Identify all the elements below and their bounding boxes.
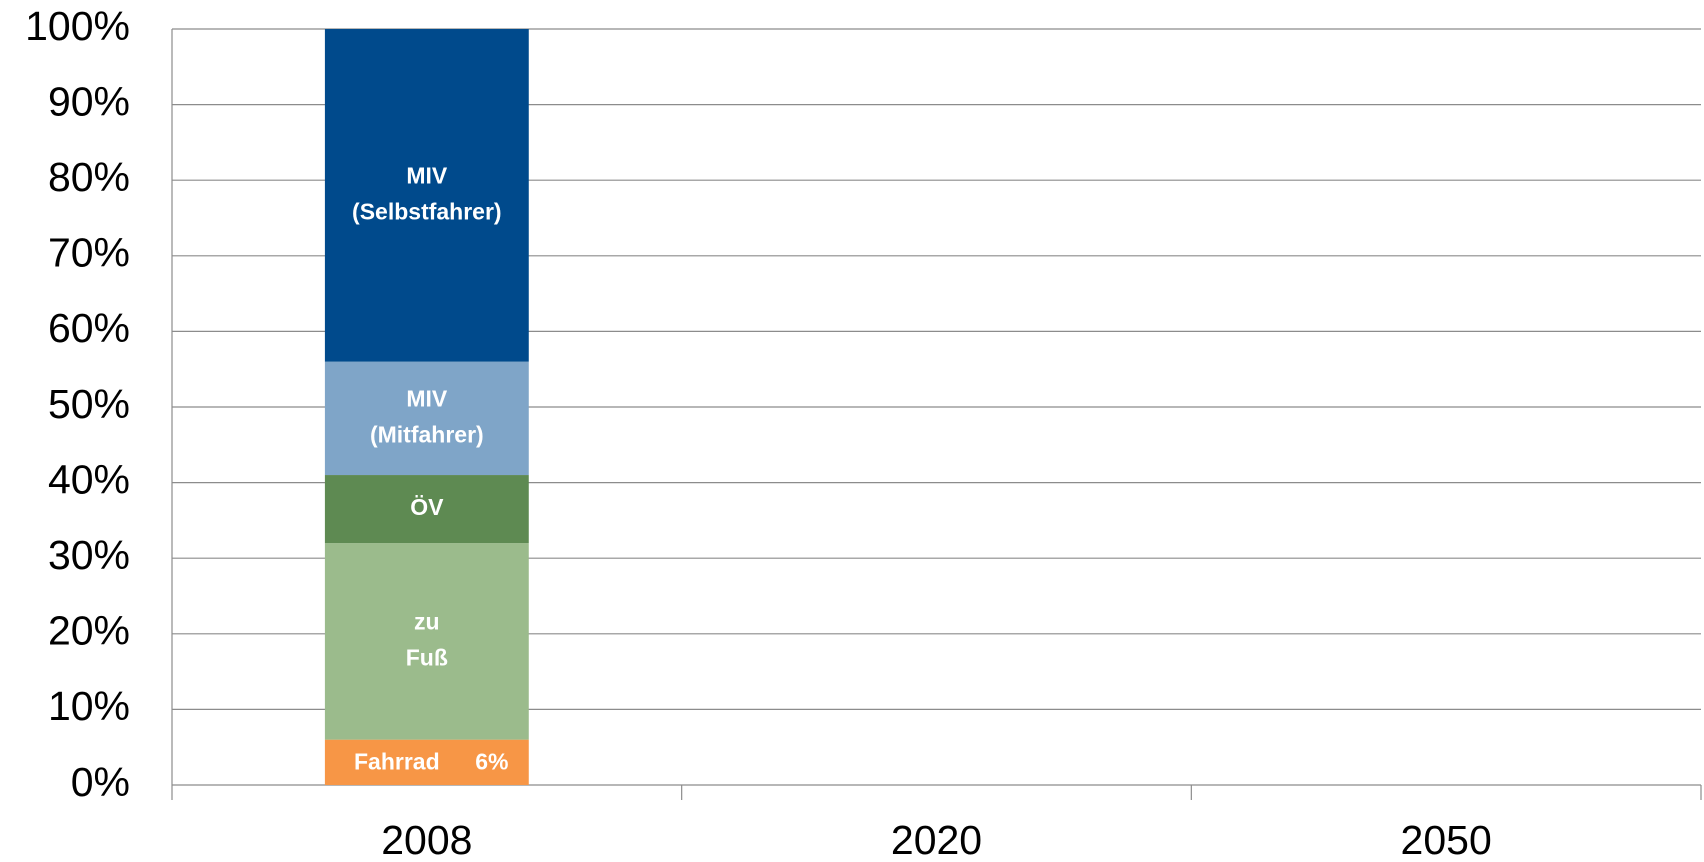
y-tick-label: 40%	[48, 456, 130, 502]
y-tick-label: 60%	[48, 305, 130, 351]
bar-segment	[324, 361, 529, 476]
segment-label: MIV (Mitfahrer)	[370, 385, 484, 447]
bar-segment	[324, 475, 529, 544]
bar-segment	[324, 739, 529, 785]
segment-label: ÖV	[410, 494, 444, 520]
bar-segment	[324, 29, 529, 362]
y-tick-label: 80%	[48, 154, 130, 200]
segment-label: Fahrrad	[354, 748, 440, 774]
y-tick-label: 0%	[71, 759, 130, 805]
bar-segment	[324, 543, 529, 740]
y-tick-label: 90%	[48, 78, 130, 124]
y-tick-label: 20%	[48, 608, 130, 654]
y-tick-label: 30%	[48, 532, 130, 578]
y-tick-label: 100%	[25, 3, 130, 49]
x-tick-label: 2050	[1401, 817, 1492, 862]
x-tick-label: 2008	[381, 817, 472, 862]
segment-label: zu Fuß	[406, 608, 448, 670]
y-tick-label: 10%	[48, 683, 130, 729]
x-tick-label: 2020	[891, 817, 982, 862]
y-tick-label: 50%	[48, 381, 130, 427]
segment-label: MIV (Selbstfahrer)	[352, 162, 502, 224]
data-label: 6%	[475, 748, 508, 774]
y-tick-label: 70%	[48, 230, 130, 276]
